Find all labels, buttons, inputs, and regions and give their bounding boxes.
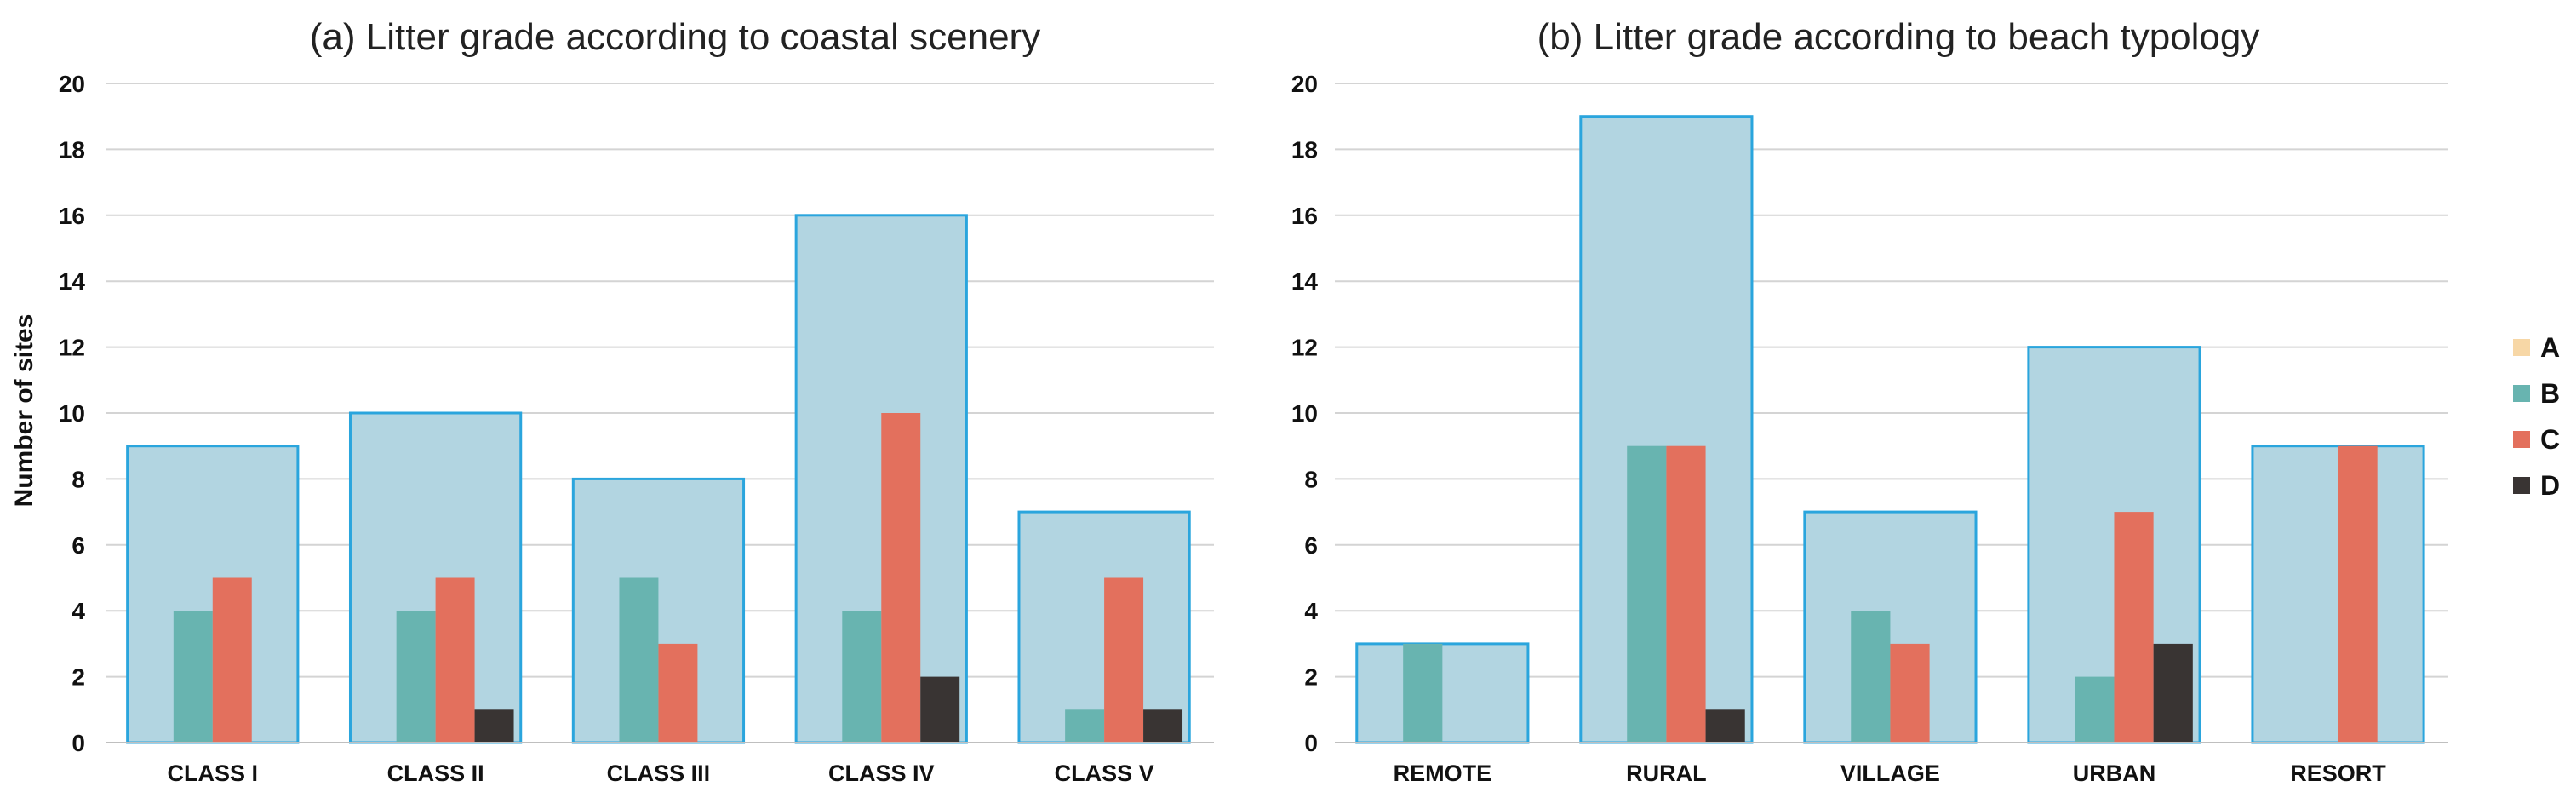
y-tick-label-b: 4 bbox=[1304, 598, 1318, 624]
legend: A B C D bbox=[2513, 332, 2560, 501]
bar-rural-grade-c bbox=[1666, 445, 1706, 743]
legend-item-c: C bbox=[2513, 424, 2560, 455]
bar-urban-grade-c bbox=[2114, 512, 2154, 743]
y-tick-label-a: 6 bbox=[72, 532, 85, 559]
y-tick-label-a: 8 bbox=[72, 466, 85, 492]
y-tick-label-b: 20 bbox=[1291, 71, 1318, 97]
y-tick-label-b: 0 bbox=[1304, 730, 1318, 756]
bar-class-iii-grade-b bbox=[619, 577, 659, 743]
bar-class-v-grade-d bbox=[1143, 709, 1183, 743]
bar-class-iv-grade-c bbox=[881, 413, 921, 743]
y-tick-label-b: 14 bbox=[1291, 268, 1319, 295]
x-tick-label-class-iv: CLASS IV bbox=[828, 761, 935, 786]
bar-class-ii-grade-c bbox=[435, 577, 475, 743]
y-tick-label-a: 10 bbox=[59, 400, 85, 427]
y-tick-label-a: 18 bbox=[59, 136, 85, 163]
bar-class-iv-grade-b bbox=[842, 611, 882, 743]
x-tick-label-urban: URBAN bbox=[2073, 761, 2156, 786]
x-labels-a: CLASS I CLASS II CLASS III CLASS IV CLASS V bbox=[168, 761, 1154, 786]
bar-village-grade-c bbox=[1890, 643, 1930, 743]
legend-swatch-d bbox=[2513, 477, 2530, 494]
legend-label-c: C bbox=[2540, 424, 2560, 455]
bar-class-ii-grade-d bbox=[474, 709, 514, 743]
x-tick-label-rural: RURAL bbox=[1626, 761, 1707, 786]
legend-swatch-b bbox=[2513, 385, 2530, 402]
y-axis-title: Number of sites bbox=[10, 314, 38, 508]
x-tick-label-village: VILLAGE bbox=[1840, 761, 1940, 786]
x-tick-label-class-ii: CLASS II bbox=[387, 761, 484, 786]
x-tick-label-class-i: CLASS I bbox=[168, 761, 259, 786]
y-ticks-a: 0 2 4 6 8 10 12 14 16 18 20 bbox=[59, 71, 86, 756]
y-tick-label-b: 8 bbox=[1304, 466, 1318, 492]
x-tick-label-class-v: CLASS V bbox=[1055, 761, 1154, 786]
y-tick-label-b: 18 bbox=[1291, 136, 1318, 163]
y-tick-label-a: 14 bbox=[59, 268, 86, 295]
chart-panel-a: (a) Litter grade according to coastal sc… bbox=[59, 16, 1214, 786]
legend-item-d: D bbox=[2513, 470, 2560, 501]
total-bar-class-v bbox=[1017, 510, 1191, 744]
bar-class-i-grade-b bbox=[173, 611, 213, 743]
y-tick-label-b: 6 bbox=[1304, 532, 1318, 559]
legend-swatch-c bbox=[2513, 431, 2530, 448]
y-tick-label-a: 16 bbox=[59, 203, 85, 229]
y-tick-label-a: 4 bbox=[72, 598, 85, 624]
legend-swatch-a bbox=[2513, 339, 2530, 356]
bar-class-v-grade-b bbox=[1065, 709, 1105, 743]
y-tick-label-b: 2 bbox=[1304, 664, 1318, 691]
x-tick-label-resort: RESORT bbox=[2290, 761, 2386, 786]
bar-village-grade-b bbox=[1851, 611, 1891, 743]
bar-remote-grade-b bbox=[1403, 643, 1443, 743]
y-tick-label-a: 0 bbox=[72, 730, 85, 756]
y-tick-label-a: 2 bbox=[72, 664, 85, 691]
y-tick-label-a: 12 bbox=[59, 335, 85, 361]
y-tick-label-b: 16 bbox=[1291, 203, 1318, 229]
x-tick-label-remote: REMOTE bbox=[1394, 761, 1492, 786]
y-ticks-b: 0 2 4 6 8 10 12 14 16 18 20 bbox=[1291, 71, 1319, 756]
chart-title-b: (b) Litter grade according to beach typo… bbox=[1537, 16, 2260, 58]
legend-label-b: B bbox=[2540, 378, 2560, 409]
legend-item-a: A bbox=[2513, 332, 2560, 363]
grade-bars-a bbox=[173, 413, 1183, 743]
bar-rural-grade-d bbox=[1705, 709, 1745, 743]
legend-label-a: A bbox=[2540, 332, 2560, 363]
y-tick-label-a: 20 bbox=[59, 71, 85, 97]
chart-panel-b: (b) Litter grade according to beach typo… bbox=[1291, 16, 2448, 786]
bar-urban-grade-d bbox=[2153, 643, 2193, 743]
x-labels-b: REMOTE RURAL VILLAGE URBAN RESORT bbox=[1394, 761, 2387, 786]
grade-bars-b bbox=[1403, 445, 2378, 743]
bar-urban-grade-b bbox=[2075, 676, 2115, 743]
legend-item-b: B bbox=[2513, 378, 2560, 409]
y-tick-label-b: 10 bbox=[1291, 400, 1318, 427]
chart-title-a: (a) Litter grade according to coastal sc… bbox=[310, 16, 1040, 58]
bar-class-ii-grade-b bbox=[396, 611, 436, 743]
bar-class-i-grade-c bbox=[212, 577, 252, 743]
bar-rural-grade-b bbox=[1627, 445, 1667, 743]
bar-class-iv-grade-d bbox=[920, 676, 960, 743]
x-tick-label-class-iii: CLASS III bbox=[607, 761, 711, 786]
y-tick-label-b: 12 bbox=[1291, 335, 1318, 361]
bar-class-iii-grade-c bbox=[658, 643, 698, 743]
bar-resort-grade-c bbox=[2338, 445, 2378, 743]
legend-label-d: D bbox=[2540, 470, 2560, 501]
bar-class-v-grade-c bbox=[1104, 577, 1144, 743]
